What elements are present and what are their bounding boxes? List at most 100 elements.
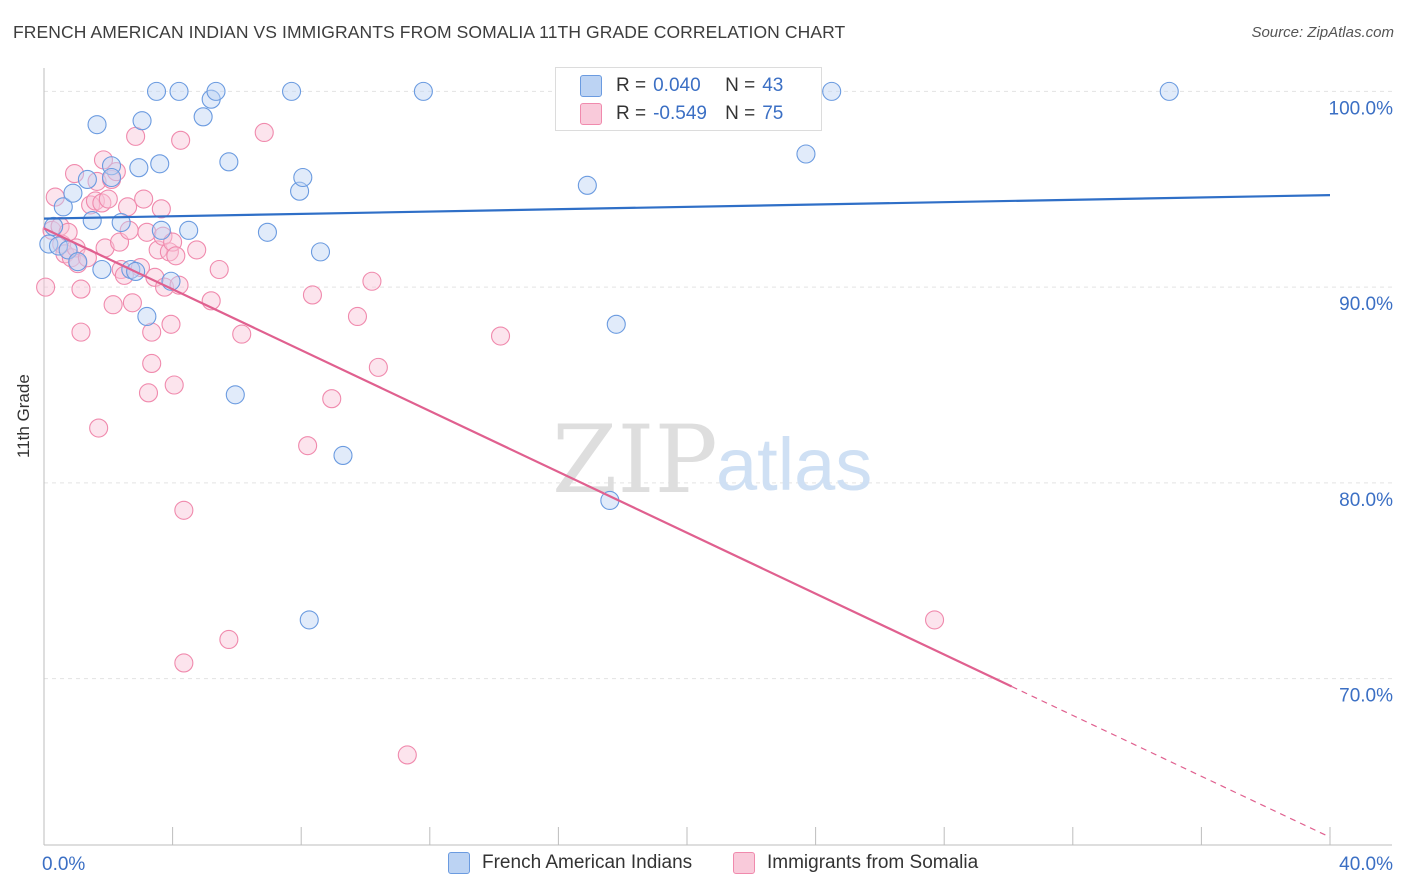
- french-point: [225, 385, 245, 405]
- legend-n-value: 43: [762, 75, 784, 96]
- somalia-point: [166, 246, 186, 266]
- series-legend: French American Indians Immigrants from …: [0, 852, 1406, 878]
- legend-swatch-pink: [580, 103, 602, 125]
- legend-row-french: R = 0.040 N = 43: [580, 74, 783, 98]
- french-point: [39, 234, 59, 254]
- somalia-point: [137, 222, 157, 242]
- somalia-point: [362, 271, 382, 291]
- french-point: [77, 169, 97, 189]
- french-point: [101, 167, 122, 188]
- y-tick-label: 90.0%: [1339, 294, 1393, 315]
- legend-r-value: -0.549: [653, 103, 707, 124]
- legend-label-french: French American Indians: [482, 852, 693, 873]
- legend-row-somalia: R = -0.549 N = 75: [580, 102, 783, 126]
- source-label: Source: ZipAtlas.com: [1251, 24, 1394, 41]
- french-point: [137, 306, 157, 327]
- french-point: [206, 81, 226, 101]
- somalia-point: [298, 436, 318, 456]
- somalia-point: [142, 322, 162, 342]
- y-tick-label: 80.0%: [1339, 490, 1393, 511]
- legend-r-label: R =: [616, 75, 647, 96]
- somalia-point: [87, 171, 107, 191]
- french-point: [257, 222, 277, 242]
- somalia-point: [347, 306, 368, 327]
- french-point: [282, 81, 302, 101]
- watermark: ZIP atlas: [552, 406, 872, 515]
- x-tick-label-min: 0.0%: [42, 854, 85, 875]
- axes: [43, 68, 1392, 846]
- x-tick-label-max: 40.0%: [1339, 854, 1393, 875]
- series-french-american-indian-points: [39, 81, 1179, 630]
- y-tick-label: 100.0%: [1329, 98, 1394, 119]
- somalia-point: [122, 293, 142, 313]
- somalia-point: [254, 122, 274, 143]
- french-point: [577, 175, 597, 195]
- watermark-atlas: atlas: [716, 423, 872, 506]
- somalia-point: [232, 324, 252, 344]
- legend-n-label: N =: [725, 75, 756, 96]
- legend-item-somalia[interactable]: Immigrants from Somalia: [733, 852, 978, 874]
- french-point: [310, 242, 331, 262]
- french-point: [333, 445, 353, 466]
- somalia-point: [71, 322, 91, 342]
- somalia-point: [490, 326, 511, 346]
- french-point: [413, 81, 433, 101]
- french-point: [146, 81, 167, 101]
- somalia-point: [219, 629, 239, 650]
- french-point: [796, 144, 816, 164]
- legend-swatch-blue: [580, 75, 602, 97]
- french-point: [193, 107, 213, 127]
- trend-line-somalia: [43, 227, 1013, 688]
- legend-swatch-pink: [733, 852, 755, 874]
- somalia-point: [397, 745, 417, 765]
- somalia-point: [142, 353, 162, 374]
- french-point: [48, 236, 69, 256]
- legend-n-value: 75: [762, 103, 784, 124]
- somalia-point: [151, 199, 171, 219]
- french-point: [293, 167, 313, 188]
- french-point: [82, 211, 102, 231]
- legend-r-value: 0.040: [653, 75, 701, 96]
- trend-line-somalia-extrapolated: [1011, 685, 1331, 838]
- french-point: [822, 81, 842, 101]
- somalia-point: [925, 610, 945, 630]
- somalia-point: [187, 240, 207, 260]
- somalia-point: [171, 130, 191, 150]
- french-point: [68, 252, 88, 272]
- somalia-point: [322, 389, 342, 409]
- trend-lines: [43, 194, 1331, 838]
- french-point: [132, 111, 152, 131]
- french-point: [63, 183, 83, 203]
- french-point: [606, 314, 626, 334]
- somalia-point: [138, 383, 159, 403]
- legend-item-french[interactable]: French American Indians: [448, 852, 692, 874]
- trend-line-french: [43, 194, 1331, 220]
- french-point: [1159, 81, 1179, 101]
- somalia-point: [368, 357, 388, 377]
- french-point: [92, 259, 112, 280]
- legend-r-label: R =: [616, 103, 647, 124]
- french-point: [219, 152, 239, 172]
- somalia-point: [174, 500, 194, 520]
- tick-labels: 100.0% 90.0% 80.0% 70.0% 0.0% 40.0%: [42, 98, 1393, 875]
- somalia-point: [164, 375, 184, 395]
- somalia-point: [134, 189, 154, 209]
- chart-title: FRENCH AMERICAN INDIAN VS IMMIGRANTS FRO…: [13, 22, 846, 42]
- watermark-zip: ZIP: [552, 406, 718, 515]
- somalia-point: [209, 259, 229, 280]
- correlation-legend: R = 0.040 N = 43 R = -0.549 N = 75: [555, 67, 822, 131]
- somalia-point: [174, 653, 194, 673]
- somalia-point: [89, 418, 109, 438]
- somalia-point: [103, 295, 123, 315]
- y-tick-label: 70.0%: [1339, 686, 1393, 707]
- french-point: [151, 220, 171, 240]
- french-point: [87, 115, 107, 135]
- somalia-point: [36, 277, 56, 297]
- french-point: [150, 154, 170, 174]
- legend-n-label: N =: [725, 103, 756, 124]
- gridlines: [44, 90, 1392, 680]
- french-point: [179, 220, 199, 240]
- french-point: [129, 158, 149, 178]
- french-point: [53, 197, 73, 217]
